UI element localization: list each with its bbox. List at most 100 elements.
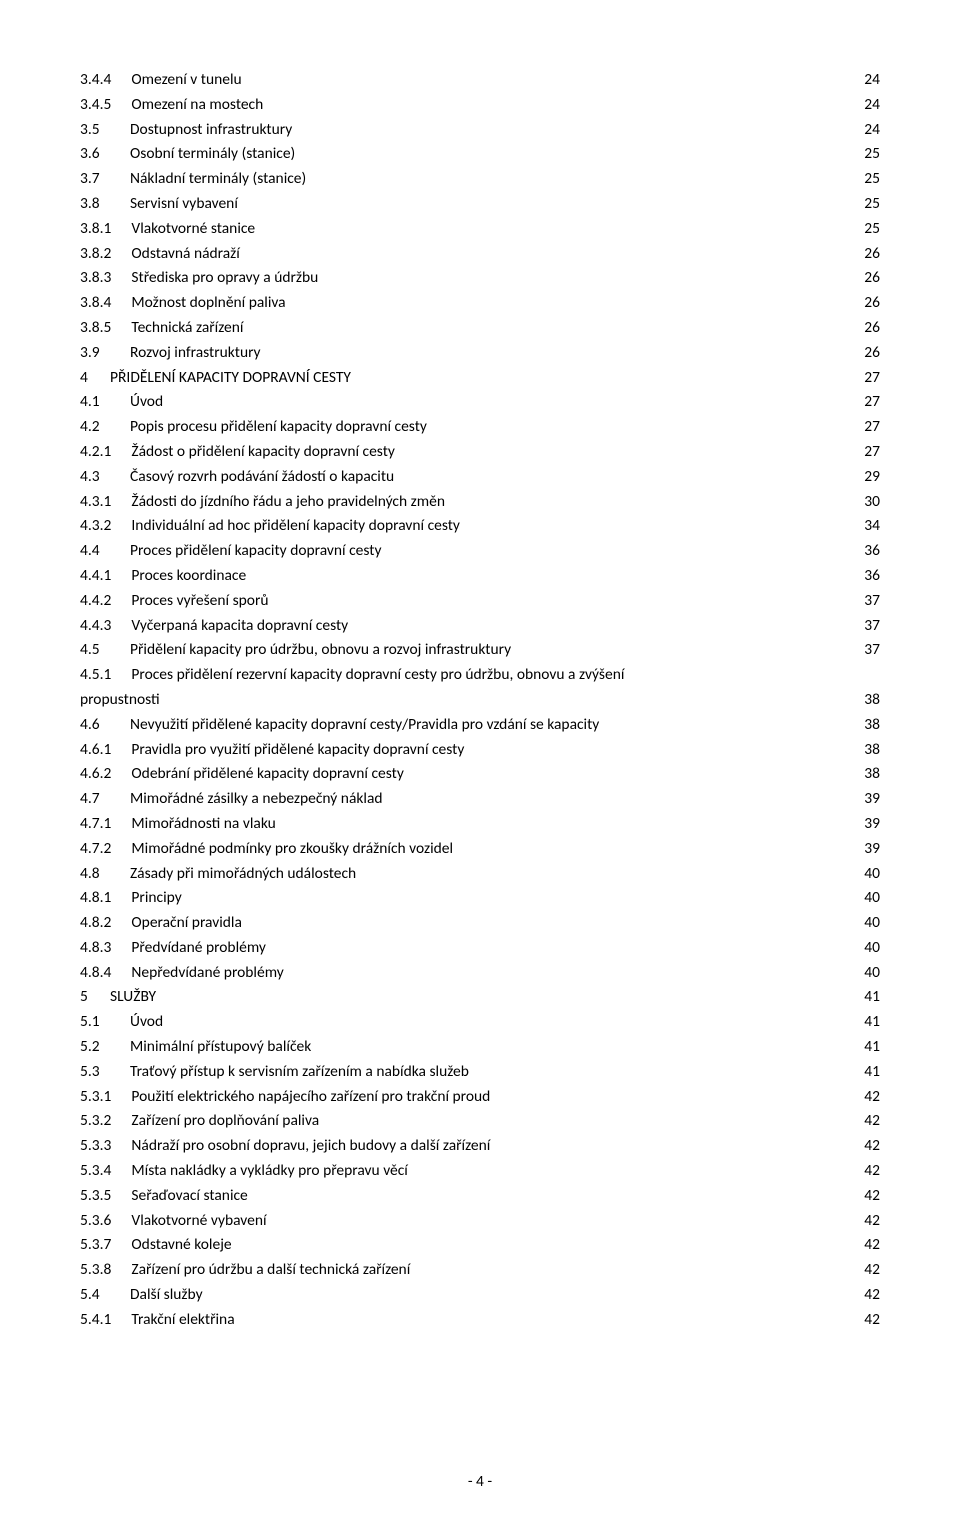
toc-entry: 3.9Rozvoj infrastruktury26 (80, 341, 880, 366)
toc-entry: 4.8.4Nepředvídané problémy40 (80, 961, 880, 986)
toc-entry: 4.5Přidělení kapacity pro údržbu, obnovu… (80, 638, 880, 663)
toc-number: 4.3.2 (80, 514, 117, 539)
toc-title: Omezení na mostech (131, 93, 263, 118)
toc-page-number: 27 (858, 390, 880, 415)
toc-page-number: 42 (858, 1308, 880, 1333)
toc-title: Operační pravidla (131, 911, 241, 936)
toc-entry: 4.8Zásady při mimořádných událostech40 (80, 862, 880, 887)
toc-number: 4.6 (80, 713, 108, 738)
toc-page-number: 27 (858, 440, 880, 465)
toc-number: 5.3.2 (80, 1109, 117, 1134)
toc-title: Nádraží pro osobní dopravu, jejich budov… (131, 1134, 490, 1159)
toc-page-number: 42 (858, 1283, 880, 1308)
toc-entry: 3.8.5Technická zařízení26 (80, 316, 880, 341)
toc-number: 5.3.8 (80, 1258, 117, 1283)
toc-title: Další služby (130, 1283, 203, 1308)
toc-title: Proces koordinace (131, 564, 246, 589)
toc-page-number: 25 (858, 192, 880, 217)
toc-number: 4.2 (80, 415, 108, 440)
toc-page-number: 29 (858, 465, 880, 490)
toc-page-number: 42 (858, 1085, 880, 1110)
toc-page-number: 40 (858, 936, 880, 961)
toc-number: 4.7.2 (80, 837, 117, 862)
toc-page-number: 37 (858, 638, 880, 663)
toc-page-number: 42 (858, 1109, 880, 1134)
toc-title: Rozvoj infrastruktury (130, 341, 261, 366)
toc-entry: 4PŘIDĚLENÍ KAPACITY DOPRAVNÍ CESTY27 (80, 366, 880, 391)
toc-entry: 4.8.1 Principy 40 (80, 886, 880, 911)
toc-entry: 4.2.1Žádost o přidělení kapacity dopravn… (80, 440, 880, 465)
toc-title: Minimální přístupový balíček (130, 1035, 311, 1060)
toc-title: Žádost o přidělení kapacity dopravní ces… (131, 440, 395, 465)
toc-title: Přidělení kapacity pro údržbu, obnovu a … (130, 638, 511, 663)
toc-number: 4.8.2 (80, 911, 117, 936)
toc-entry: 3.4.4Omezení v tunelu24 (80, 68, 880, 93)
toc-page-number: 24 (858, 68, 880, 93)
toc-entry: 3.8.1Vlakotvorné stanice25 (80, 217, 880, 242)
toc-title: Proces přidělení rezervní kapacity dopra… (131, 663, 624, 688)
toc-number: 4.3.1 (80, 490, 117, 515)
toc-number: 4.8.3 (80, 936, 117, 961)
toc-number: 3.7 (80, 167, 108, 192)
toc-title: Pravidla pro využití přidělené kapacity … (131, 738, 464, 763)
toc-title: Principy (131, 886, 181, 911)
toc-number: 3.8.5 (80, 316, 117, 341)
toc-entry: 3.8.3Střediska pro opravy a údržbu26 (80, 266, 880, 291)
toc-page-number: 25 (858, 142, 880, 167)
toc-title: Traťový přístup k servisním zařízením a … (130, 1060, 469, 1085)
toc-page-number: 38 (858, 688, 880, 713)
toc-title: Proces přidělení kapacity dopravní cesty (130, 539, 381, 564)
toc-title: Časový rozvrh podávání žádostí o kapacit… (130, 465, 394, 490)
toc-page-number: 38 (858, 713, 880, 738)
toc-number: 5.3.1 (80, 1085, 117, 1110)
toc-title: Individuální ad hoc přidělení kapacity d… (131, 514, 460, 539)
toc-page-number: 37 (858, 589, 880, 614)
toc-entry: 5.3.7Odstavné koleje42 (80, 1233, 880, 1258)
toc-page-number: 42 (858, 1233, 880, 1258)
toc-number: 4.3 (80, 465, 108, 490)
toc-title: Úvod (130, 1010, 163, 1035)
toc-title: propustnosti (80, 688, 160, 713)
toc-entry: 4.7.2 Mimořádné podmínky pro zkoušky dráž… (80, 837, 880, 862)
toc-number: 5.4.1 (80, 1308, 117, 1333)
toc-entry: 5.3.6Vlakotvorné vybavení42 (80, 1209, 880, 1234)
toc-entry: 5.3.4Místa nakládky a vykládky pro přepr… (80, 1159, 880, 1184)
toc-page-number: 26 (858, 266, 880, 291)
toc-title: Střediska pro opravy a údržbu (131, 266, 318, 291)
toc-page-number: 38 (858, 762, 880, 787)
toc-page-number: 40 (858, 886, 880, 911)
toc-title: Nevyužití přidělené kapacity dopravní ce… (130, 713, 599, 738)
toc-entry: 4.2Popis procesu přidělení kapacity dopr… (80, 415, 880, 440)
toc-title: Nákladní terminály (stanice) (130, 167, 306, 192)
toc-page-number: 41 (858, 1035, 880, 1060)
toc-title: Odebrání přidělené kapacity dopravní ces… (131, 762, 403, 787)
toc-number: 4.8.1 (80, 886, 117, 911)
toc-title: Osobní terminály (stanice) (130, 142, 295, 167)
toc-number: 3.4.5 (80, 93, 117, 118)
toc-number: 5.3.5 (80, 1184, 117, 1209)
toc-entry: 5.3.1Použití elektrického napájecího zař… (80, 1085, 880, 1110)
toc-entry: 4.6.2Odebrání přidělené kapacity dopravn… (80, 762, 880, 787)
toc-entry: 4.3.2 Individuální ad hoc přidělení kapac… (80, 514, 880, 539)
toc-number: 5.3 (80, 1060, 108, 1085)
toc-title: Omezení v tunelu (131, 68, 241, 93)
toc-number: 4 (80, 366, 108, 391)
toc-page-number: 27 (858, 415, 880, 440)
toc-entry: 4.1Úvod27 (80, 390, 880, 415)
toc-title: Zařízení pro údržbu a další technická za… (131, 1258, 410, 1283)
toc-number: 3.8.4 (80, 291, 117, 316)
toc-page-number: 42 (858, 1184, 880, 1209)
toc-title: Zařízení pro doplňování paliva (131, 1109, 319, 1134)
toc-number: 3.8.2 (80, 242, 117, 267)
toc-number: 4.6.1 (80, 738, 117, 763)
toc-title: Vyčerpaná kapacita dopravní cesty (131, 614, 348, 639)
toc-title: Mimořádné podmínky pro zkoušky drážních … (131, 837, 453, 862)
toc-entry: 3.8Servisní vybavení25 (80, 192, 880, 217)
toc-entry: 5.4.1Trakční elektřina42 (80, 1308, 880, 1333)
toc-number: 4.4 (80, 539, 108, 564)
toc-entry: 4.3 Časový rozvrh podávání žádostí o kapa… (80, 465, 880, 490)
toc-page-number: 24 (858, 118, 880, 143)
toc-number: 4.1 (80, 390, 108, 415)
toc-entry: 3.5Dostupnost infrastruktury24 (80, 118, 880, 143)
toc-page-number: 37 (858, 614, 880, 639)
